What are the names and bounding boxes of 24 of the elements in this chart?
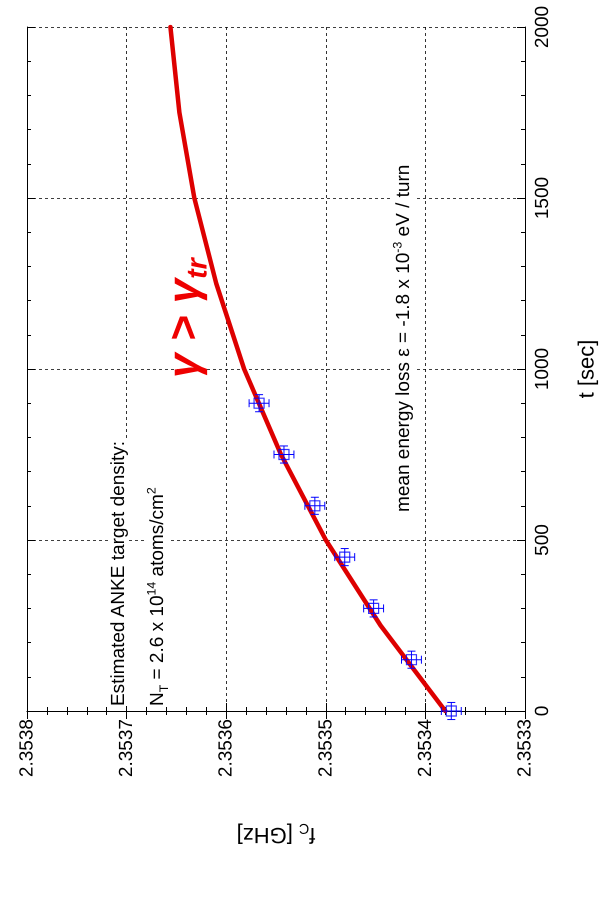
y-tick-label: 1500 (532, 176, 553, 220)
point (253, 398, 265, 409)
point (309, 500, 320, 512)
x-tick-label: 2.3536 (216, 719, 237, 778)
annotation: NT = 2.6 x 1014 atoms/cm2 (144, 487, 171, 706)
annotation: mean energy loss ε = -1.8 x 10-3 eV / turn (390, 164, 414, 512)
point (339, 552, 350, 563)
x-tick-label: 2.3533 (514, 719, 536, 778)
point (406, 654, 418, 666)
annotation: Estimated ANKE target density: (108, 440, 129, 706)
x-tick-label: 2.3537 (116, 719, 138, 778)
y-tick-label: 1000 (532, 348, 553, 390)
y-tick-label: 2000 (532, 6, 553, 48)
point (368, 602, 380, 614)
x-tick-label: 2.3534 (414, 718, 436, 778)
x-tick-label: 2.3535 (315, 719, 336, 778)
point (446, 705, 457, 717)
x-tick-label: 2.3538 (16, 719, 38, 778)
point (278, 448, 290, 460)
annotation: γ > γtr (158, 256, 214, 378)
y-tick-label: 0 (532, 706, 553, 716)
y-tick-label: 500 (532, 524, 553, 556)
x-axis-title: fC [GHz] (236, 820, 316, 848)
y-axis-title: t [sec] (574, 340, 598, 398)
